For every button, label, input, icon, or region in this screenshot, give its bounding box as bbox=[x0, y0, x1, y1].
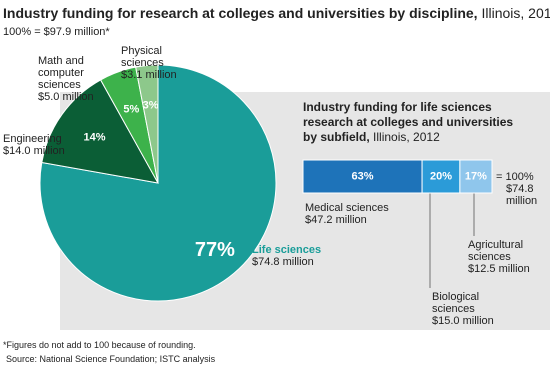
amount: $74.8 million bbox=[252, 256, 314, 268]
pie-label: Math and computer sciences $5.0 million bbox=[38, 55, 116, 103]
bar-label: Agricultural sciences $12.5 million bbox=[468, 239, 543, 275]
amount: $3.1 million bbox=[121, 69, 177, 81]
bar-label: Biological sciences $15.0 million bbox=[432, 291, 502, 327]
bar-segment bbox=[421, 159, 461, 194]
pie-label: Engineering $14.0 million bbox=[3, 133, 83, 157]
pie-label: Physical sciences $3.1 million bbox=[121, 45, 191, 81]
title-main: Industry funding for research at college… bbox=[3, 5, 478, 21]
pie-value-label: 3% bbox=[143, 99, 159, 111]
total: = 100% $74.8 million bbox=[496, 171, 546, 207]
amount: $15.0 million bbox=[432, 315, 494, 327]
pie-value-label: 77% bbox=[195, 239, 235, 261]
total-label: = 100% bbox=[496, 171, 534, 183]
title-suffix: Illinois, 2012 bbox=[481, 5, 550, 21]
bar-title: Industry funding for life sciences resea… bbox=[303, 100, 528, 145]
total-amount: $74.8 million bbox=[506, 183, 538, 207]
bar-title-main: Industry funding for life sciences resea… bbox=[303, 100, 514, 144]
category: Life sciences bbox=[252, 244, 322, 256]
bar-segment bbox=[459, 159, 493, 194]
pie-slice bbox=[39, 64, 277, 302]
pie-label: Life sciences $74.8 million bbox=[252, 244, 322, 268]
bar-value-label: 17% bbox=[465, 170, 487, 182]
amount: $5.0 million bbox=[38, 91, 94, 103]
subtitle: 100% = $97.9 million* bbox=[3, 26, 110, 38]
category: Engineering bbox=[3, 133, 62, 145]
amount: $47.2 million bbox=[305, 214, 367, 226]
amount: $12.5 million bbox=[468, 263, 530, 275]
bar-value-label: 20% bbox=[430, 170, 452, 182]
bar-title-suffix: Illinois, 2012 bbox=[373, 130, 440, 144]
pie-value-label: 14% bbox=[84, 132, 106, 144]
pie-slice bbox=[135, 64, 159, 184]
category: Agricultural sciences bbox=[468, 239, 524, 263]
amount: $14.0 million bbox=[3, 145, 65, 157]
category: Physical sciences bbox=[121, 45, 164, 69]
category: Math and computer sciences bbox=[38, 55, 84, 91]
footnote: *Figures do not add to 100 because of ro… bbox=[3, 340, 196, 350]
bar-value-label: 63% bbox=[352, 170, 374, 182]
pie-slice bbox=[41, 79, 159, 184]
title: Industry funding for research at college… bbox=[3, 5, 550, 21]
bar-segment bbox=[302, 159, 423, 194]
bar-label: Medical sciences $47.2 million bbox=[305, 202, 395, 226]
pie-value-label: 5% bbox=[123, 104, 139, 116]
category: Medical sciences bbox=[305, 202, 389, 214]
source: Source: National Science Foundation; IST… bbox=[6, 354, 216, 364]
category: Biological sciences bbox=[432, 291, 480, 315]
